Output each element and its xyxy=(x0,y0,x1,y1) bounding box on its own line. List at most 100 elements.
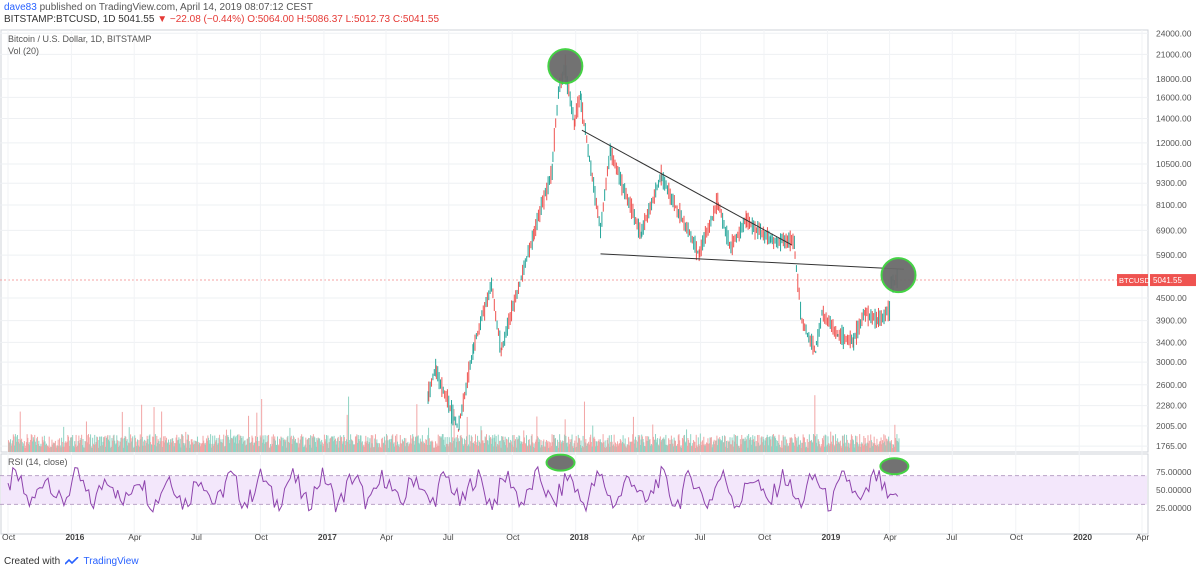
volume-bar xyxy=(506,447,508,452)
volume-bar xyxy=(363,446,365,452)
volume-bar xyxy=(508,442,510,452)
volume-bar xyxy=(385,440,387,452)
y-tick-label: 3900.00 xyxy=(1156,316,1187,326)
volume-bar xyxy=(592,425,594,452)
volume-bar xyxy=(312,434,314,452)
volume-bar xyxy=(353,444,355,452)
volume-bar xyxy=(550,445,552,452)
volume-bar xyxy=(806,446,808,452)
volume-bar xyxy=(382,443,384,452)
volume-bar xyxy=(628,437,630,452)
volume-bar xyxy=(352,444,354,452)
volume-bar xyxy=(641,436,643,452)
price-chart[interactable]: 24000.00 21000.00 18000.00 16000.00 14000.00… xyxy=(0,28,1200,553)
volume-bar xyxy=(195,441,197,452)
volume-bar xyxy=(695,434,697,452)
volume-bar xyxy=(359,441,361,452)
volume-bar xyxy=(143,441,145,452)
volume-bar xyxy=(483,443,485,452)
volume-bar xyxy=(130,434,132,452)
volume-bar xyxy=(230,437,232,452)
volume-bar xyxy=(743,439,745,452)
volume-bar xyxy=(650,443,652,452)
tradingview-link[interactable]: TradingView xyxy=(83,556,139,567)
volume-bar xyxy=(839,443,841,452)
volume-bar xyxy=(841,435,843,452)
volume-bar xyxy=(721,440,723,452)
volume-bar xyxy=(94,434,96,452)
volume-bar xyxy=(248,437,250,452)
volume-bar xyxy=(398,444,400,452)
author-link[interactable]: dave83 xyxy=(4,2,37,13)
volume-bar xyxy=(15,436,17,452)
volume-bar xyxy=(417,436,419,452)
volume-bar xyxy=(528,439,530,452)
volume-bar xyxy=(190,439,192,452)
volume-bar xyxy=(422,443,424,452)
volume-bar xyxy=(75,434,77,452)
volume-bar xyxy=(96,437,98,452)
volume-bar xyxy=(699,433,701,452)
volume-bar xyxy=(380,447,382,452)
volume-bar xyxy=(474,441,476,452)
volume-bar xyxy=(28,442,30,452)
volume-bar xyxy=(884,435,886,452)
volume-bar xyxy=(508,437,510,452)
volume-bar xyxy=(553,434,555,452)
volume-bar xyxy=(804,442,806,452)
volume-bar xyxy=(701,440,703,452)
volume-bar xyxy=(368,442,370,452)
volume-bar xyxy=(298,447,300,452)
volume-bar xyxy=(700,441,702,452)
volume-bar xyxy=(536,416,538,452)
volume-bar xyxy=(373,447,375,452)
volume-bar xyxy=(595,446,597,452)
chart-area[interactable]: 24000.00 21000.00 18000.00 16000.00 14000.00… xyxy=(0,28,1200,553)
volume-bar xyxy=(722,442,724,452)
volume-bar xyxy=(338,447,340,452)
volume-bar xyxy=(657,438,659,452)
y-tick-label: 3400.00 xyxy=(1156,337,1187,347)
volume-bar xyxy=(188,435,190,452)
volume-bar xyxy=(804,437,806,452)
volume-bar xyxy=(159,437,161,452)
volume-bar xyxy=(339,435,341,452)
volume-bar xyxy=(121,437,123,452)
volume-bar xyxy=(827,436,829,452)
volume-bar xyxy=(861,443,863,452)
volume-bar xyxy=(723,442,725,452)
volume-bar xyxy=(522,441,524,452)
volume-bar xyxy=(850,434,852,452)
volume-bar xyxy=(826,446,828,452)
volume-bar xyxy=(49,447,51,452)
volume-bar xyxy=(859,434,861,452)
volume-bar xyxy=(770,446,772,452)
volume-bar xyxy=(762,436,764,452)
volume-bar xyxy=(63,426,65,452)
volume-bar xyxy=(894,424,896,452)
x-tick-label: 2020 xyxy=(1073,532,1092,542)
volume-bar xyxy=(608,443,610,452)
volume-bar xyxy=(755,446,757,452)
volume-bar xyxy=(892,447,894,452)
volume-bar xyxy=(779,444,781,452)
volume-bar xyxy=(855,435,857,452)
volume-bar xyxy=(537,436,539,452)
volume-bar xyxy=(629,441,631,452)
volume-bar xyxy=(127,445,129,452)
volume-bar xyxy=(681,437,683,452)
volume-bar xyxy=(73,447,75,452)
volume-bar xyxy=(719,439,721,452)
volume-bar xyxy=(296,442,298,452)
volume-bar xyxy=(810,440,812,452)
volume-bar xyxy=(77,441,79,452)
volume-bar xyxy=(213,443,215,452)
volume-bar xyxy=(796,438,798,452)
volume-bar xyxy=(795,440,797,452)
volume-bar xyxy=(494,441,496,452)
volume-bar xyxy=(757,442,759,452)
volume-bar xyxy=(421,435,423,452)
volume-bar xyxy=(784,436,786,452)
volume-bar xyxy=(405,438,407,452)
volume-bar xyxy=(503,440,505,452)
